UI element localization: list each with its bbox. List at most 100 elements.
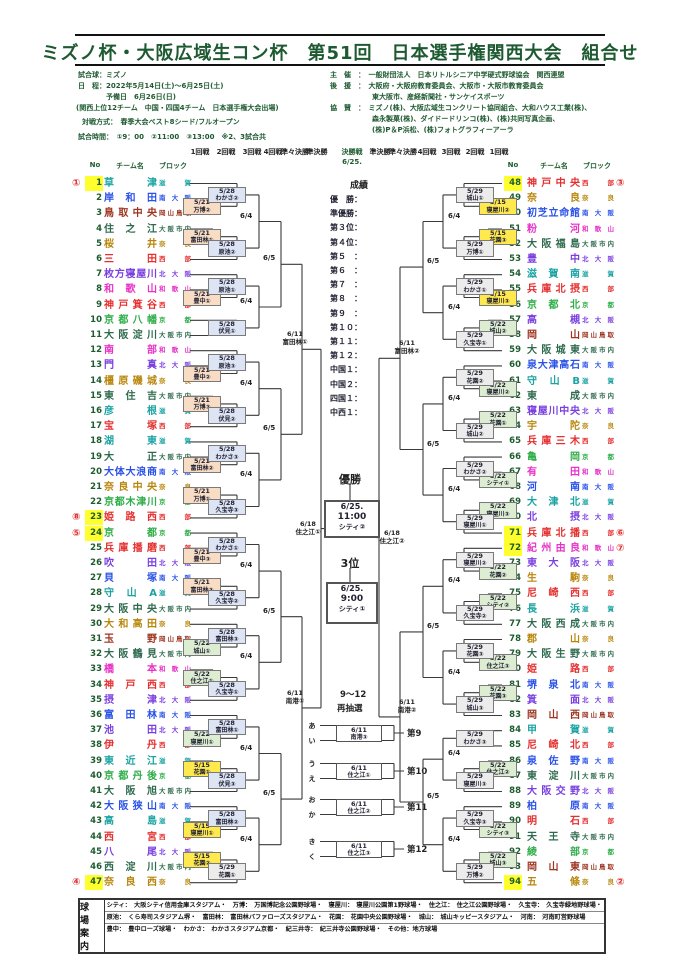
team-no: 19 <box>90 451 102 462</box>
team-block: 滋賀 <box>582 270 614 279</box>
team-name: 尼崎北 <box>527 740 580 752</box>
redraw-slot: あ <box>308 721 316 730</box>
info-gametimes: 試合時間： ①9：00 ②11:00 ③13:00 ※2、3試合共 <box>78 133 267 141</box>
match-date-chip: 5/28 伏見② <box>208 407 246 424</box>
team-row: 8 和歌山 和歌山 <box>0 282 680 297</box>
team-no: 43 <box>90 816 102 827</box>
team-block: 南大阪 <box>582 209 614 218</box>
team-block: 岡山鳥取 <box>582 863 614 871</box>
team-block: 北大阪 <box>159 361 191 370</box>
match-date-chip: 5/29 万博① <box>456 240 494 257</box>
team-no: 13 <box>90 360 102 371</box>
match-venue: 寝屋川③ <box>486 510 510 518</box>
match-date: 5/15 <box>490 289 506 298</box>
team-block: 奈良 <box>159 878 191 887</box>
team-name: 柏原 <box>527 801 580 813</box>
team-row: 43 高島 滋賀 <box>0 814 680 829</box>
team-name: 尼崎西 <box>527 588 580 600</box>
team-block: 大阪市内 <box>159 863 191 871</box>
match-date: 5/28 <box>219 407 235 416</box>
match-venue: 南港③ <box>350 734 368 741</box>
match-date: 5/29 <box>467 422 483 431</box>
team-no: 35 <box>90 694 102 705</box>
team-block: 大阪市内 <box>159 650 191 659</box>
match-venue: わかさ③ <box>215 453 239 461</box>
match-venue: 伏見③ <box>218 780 236 788</box>
team-no: 26 <box>90 558 102 568</box>
match-venue: 城山③ <box>489 860 507 868</box>
match-venue: 豊中③ <box>193 556 211 564</box>
match-date: 5/29 <box>467 331 483 340</box>
team-name: 大阪狭山 <box>104 801 157 813</box>
match-venue: 原池③ <box>218 362 236 370</box>
match-date-chip: 5/29 城山③ <box>456 696 494 713</box>
match-date: 5/15 <box>490 228 506 237</box>
team-row: 38 伊丹 西部 <box>0 738 680 753</box>
match-date-chip: 5/28 わかさ③ <box>208 445 246 462</box>
match-date: 5/29 <box>467 186 483 195</box>
team-block: 西部 <box>159 741 191 750</box>
team-row: 72 紀州由良 和歌山 ⑦ <box>0 540 680 556</box>
match-date: 5/15 <box>194 851 210 860</box>
team-name: 岡山西 <box>527 710 580 721</box>
match-venue: 富田林③ <box>190 586 214 594</box>
team-no: 60 <box>509 360 521 371</box>
title-rule-top <box>75 34 605 36</box>
round-label: 2回戦 <box>216 148 236 156</box>
match-date-chip: 5/28 原池① <box>208 278 246 295</box>
team-name: 泉佐野 <box>527 755 580 767</box>
team-row: 3 鳥取中央 岡山鳥取 <box>0 206 680 221</box>
team-row: 13 門真 北大阪 <box>0 358 680 373</box>
team-no: 33 <box>90 664 102 675</box>
info-qualify: (関西上位12チーム 中国・四国4チーム 日本選手権大会出場) <box>76 104 279 112</box>
match-date: 5/22 <box>194 669 210 678</box>
team-name: 三田 <box>104 254 157 265</box>
match-venue: 住之江① <box>347 772 371 779</box>
match-venue: 寝屋川① <box>463 522 487 530</box>
match-date: 5/28 <box>219 278 235 287</box>
match-date-chip: 5/29 わかさ② <box>456 460 494 477</box>
round-label-final-date: 6/25. <box>342 158 362 166</box>
results-entry: 第３位： <box>330 223 362 233</box>
match-date-chip: 5/28 富田林① <box>208 718 246 736</box>
team-no: 7 <box>96 269 102 280</box>
team-row: 11 大阪淀川 大阪市内 <box>0 328 680 343</box>
results-entry: 第６ ： <box>330 266 362 275</box>
match-date-chip: 5/29 花園③ <box>456 642 494 660</box>
team-row: 5 桜井 奈良 <box>0 237 680 252</box>
round-label: 準々決勝 <box>281 148 309 156</box>
team-name: 桜井 <box>104 238 157 250</box>
team-block: 南大阪 <box>582 802 614 811</box>
team-block: 南大阪 <box>159 711 191 719</box>
match-date: 6/11 <box>351 842 367 850</box>
team-name: 粉河 <box>527 223 580 235</box>
team-no: 12 <box>90 345 102 356</box>
team-no: 10 <box>90 314 102 325</box>
team-block: 北大阪 <box>159 847 191 856</box>
info-sponsor3: (株)P＆P浜松、(株)フォトグラフィーアーラ <box>330 126 514 134</box>
team-name: 東住吉 <box>104 390 157 402</box>
team-no: 78 <box>509 634 521 644</box>
team-no: 9 <box>96 299 102 310</box>
venue-line: 豊中： 豊中ローズ球場・ わかさ： わかさスタジアム京都・ 紀三井寺： 紀三井寺… <box>106 926 438 933</box>
redraw-slot: お <box>308 795 316 804</box>
team-no: 21 <box>90 482 102 492</box>
team-name: 神戸箕谷 <box>104 299 157 311</box>
team-name: 大阪城東 <box>527 345 580 357</box>
match-venue: 花園③ <box>489 693 507 701</box>
team-row: 4 住之江 大阪市内 <box>0 222 680 237</box>
team-no: 57 <box>504 313 522 328</box>
team-no: 49 <box>504 191 522 206</box>
team-row: 34 神戸西 西部 <box>0 678 680 693</box>
match-date: 5/28 <box>219 498 235 507</box>
team-name: 奈良中央 <box>104 482 157 493</box>
match-venue: 伏見① <box>218 328 236 336</box>
team-row: 2 岸和田 南大阪 <box>0 191 680 206</box>
team-block: 滋賀 <box>159 437 191 446</box>
round-label: 1回戦 <box>489 148 509 156</box>
team-row: 28 守山A 滋賀 <box>0 586 680 601</box>
team-no: 24 <box>85 525 103 541</box>
match-date: 5/29 <box>467 460 483 469</box>
